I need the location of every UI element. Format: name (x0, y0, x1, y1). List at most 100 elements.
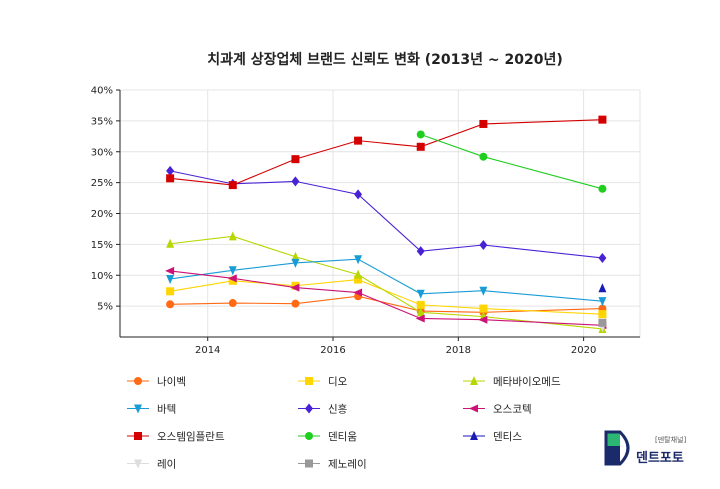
data-point (598, 283, 607, 293)
y-tick-label: 40% (91, 86, 113, 97)
data-point (228, 181, 237, 190)
logo-d-icon (604, 430, 630, 466)
legend-item: 제노레이 (298, 459, 367, 471)
data-point (416, 142, 425, 151)
legend-label: 디오 (328, 376, 348, 388)
legend-label: 제노레이 (328, 459, 367, 471)
legend-item: 디오 (298, 376, 348, 388)
logo-title: 덴트포토 (636, 450, 684, 466)
legend-item: 바텍 (127, 404, 176, 416)
data-point (478, 315, 488, 324)
legend-label: 바텍 (157, 404, 176, 416)
series-10 (598, 318, 607, 327)
data-point (291, 155, 300, 164)
data-point (354, 189, 363, 200)
data-point (598, 184, 607, 193)
legend-marker (134, 377, 142, 385)
data-point (166, 274, 175, 284)
data-point (416, 307, 425, 317)
data-point (354, 255, 363, 265)
data-point (598, 297, 607, 307)
y-tick-label: 10% (91, 271, 113, 282)
data-point (598, 252, 607, 263)
logo-blue-block (606, 446, 620, 464)
data-point (416, 300, 425, 309)
data-point (291, 299, 300, 308)
y-tick-label: 30% (91, 147, 113, 158)
legend-item: 레이 (127, 459, 176, 471)
legend-marker (134, 404, 142, 414)
data-point (479, 304, 488, 313)
data-point (479, 286, 488, 296)
legend-marker (470, 431, 478, 440)
data-point (479, 119, 488, 128)
y-tick-label: 5% (97, 302, 113, 313)
legend-marker (305, 459, 313, 468)
data-point (354, 269, 363, 279)
legend-label: 나이벡 (157, 376, 186, 388)
legend-label: 메타바이오메드 (493, 376, 561, 388)
legend-marker (469, 404, 478, 413)
legend-item: 오스템임플란트 (127, 430, 225, 443)
data-point (416, 246, 425, 257)
data-point (415, 314, 425, 323)
series-line (420, 133, 603, 190)
y-tick-label: 35% (91, 116, 113, 127)
legend-label: 오스코텍 (493, 404, 532, 416)
legend-item: 오스코텍 (463, 404, 532, 416)
data-point (165, 266, 175, 275)
data-point (479, 239, 488, 250)
data-point (598, 310, 607, 319)
data-point (354, 136, 363, 145)
series-7 (416, 130, 607, 193)
data-point (228, 299, 237, 308)
data-point (166, 174, 175, 183)
series-6 (166, 115, 607, 190)
data-point (291, 176, 300, 187)
series-3 (166, 255, 607, 307)
data-point (166, 238, 175, 248)
x-tick-label: 2014 (195, 345, 220, 356)
logo-green-square (606, 432, 620, 446)
data-point (290, 283, 300, 292)
legend-label: 덴티움 (328, 431, 357, 443)
legend-label: 레이 (157, 459, 176, 471)
data-point (353, 288, 363, 297)
x-tick-label: 2018 (446, 345, 471, 356)
dentphoto-logo: [덴탈채널] 덴트포토 (604, 430, 686, 466)
legend-marker (305, 377, 313, 385)
legend-marker (305, 403, 313, 414)
data-point (228, 231, 237, 241)
legend-marker (134, 432, 142, 440)
data-point (228, 266, 237, 276)
y-tick-label: 15% (91, 240, 113, 251)
data-point (228, 276, 237, 285)
legend-marker (134, 459, 142, 469)
legend-label: 덴티스 (493, 431, 522, 443)
chart-title: 치과계 상장업체 브랜드 신뢰도 변화 (2013년 ~ 2020년) (207, 51, 563, 68)
x-tick-label: 2016 (320, 345, 345, 356)
legend-item: 덴티움 (298, 431, 357, 443)
series-8 (598, 283, 607, 293)
y-tick-label: 25% (91, 178, 113, 189)
legend-item: 메타바이오메드 (463, 376, 561, 388)
x-tick-label: 2020 (571, 345, 596, 356)
data-point (291, 251, 300, 261)
data-point (227, 274, 237, 283)
legend-item: 덴티스 (463, 431, 522, 443)
legend-label: 오스템임플란트 (157, 430, 225, 443)
y-tick-label: 20% (91, 209, 113, 220)
data-point (598, 115, 607, 124)
legend-label: 신흥 (328, 403, 348, 416)
data-point (166, 165, 175, 176)
data-point (166, 287, 175, 296)
legend-item: 신흥 (298, 403, 348, 416)
legend-marker (470, 376, 478, 385)
data-point (416, 130, 425, 139)
series-5 (165, 266, 607, 330)
data-point (354, 275, 363, 284)
series-line (170, 119, 603, 186)
data-point (479, 152, 488, 161)
data-point (598, 318, 607, 327)
